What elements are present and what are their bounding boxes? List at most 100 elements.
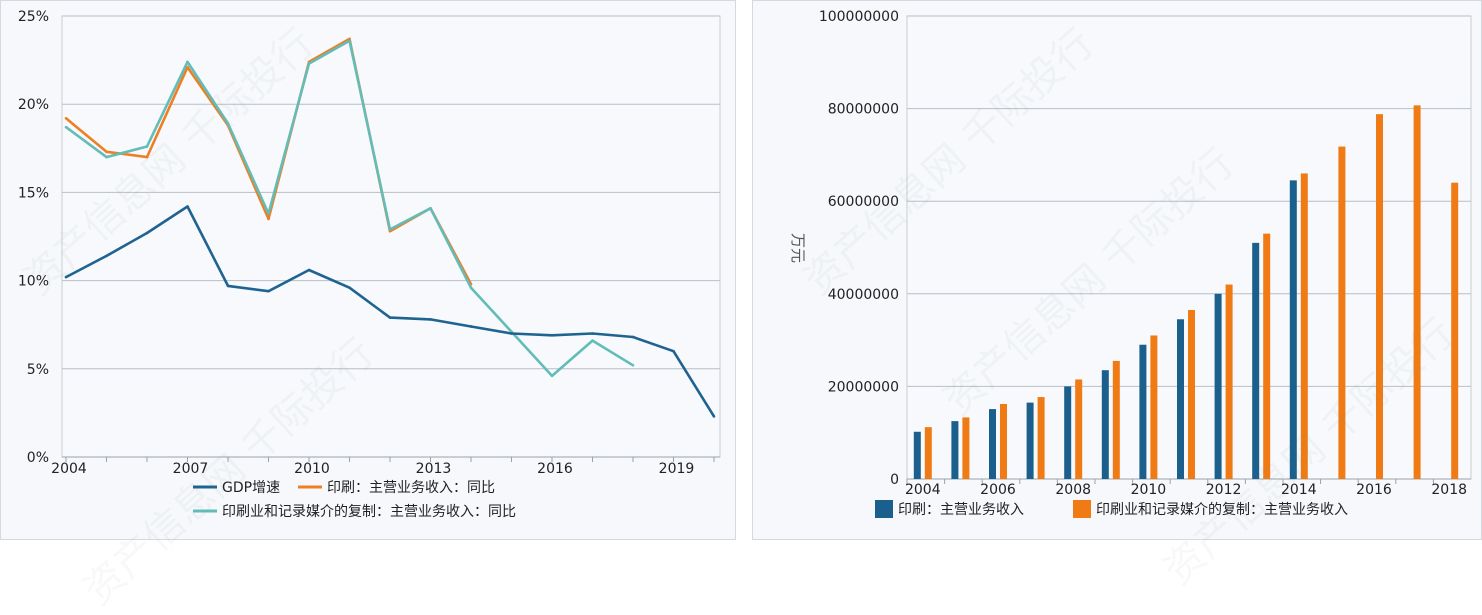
line-chart: 0% 5% 10% 15% 20% 25% 2004 2007 2010 2013 2016 2019… — [18, 9, 721, 520]
legend-label: 印刷：主营业务收入：同比 — [327, 480, 495, 496]
y-tick-label: 80000000 — [828, 102, 899, 118]
data-point — [267, 217, 270, 221]
bar — [1376, 114, 1383, 479]
data-point — [64, 117, 68, 120]
legend-label: GDP增速 — [222, 480, 280, 496]
bar — [989, 409, 996, 479]
bar — [1225, 284, 1233, 479]
y-tick-label: 40000000 — [828, 287, 899, 303]
line-chart-panel: 0% 5% 10% 15% 20% 25% 2004 2007 2010 2013 2016 2019… — [0, 0, 736, 540]
x-tick-label: 2014 — [1281, 482, 1317, 498]
data-point — [145, 155, 149, 159]
y-tick-label: 60000000 — [828, 194, 899, 210]
data-point — [631, 363, 635, 367]
x-tick-label: 2010 — [294, 461, 330, 477]
plot-area — [61, 15, 721, 458]
y-axis-label: 万元 — [789, 233, 807, 263]
bar — [1451, 182, 1459, 479]
x-tick-label: 2007 — [173, 461, 209, 477]
data-point — [388, 228, 392, 231]
data-point — [469, 286, 473, 289]
data-point — [631, 335, 635, 339]
data-point — [348, 286, 351, 289]
data-point — [64, 125, 68, 129]
bar — [1300, 173, 1308, 480]
y-tick-label: 100000000 — [819, 9, 899, 25]
x-tick-label: 2012 — [1206, 482, 1242, 498]
data-point — [186, 205, 189, 208]
data-point — [267, 289, 270, 293]
x-tick-label: 2008 — [1055, 482, 1091, 498]
bar — [1289, 180, 1297, 480]
y-tick-label: 5% — [27, 362, 49, 378]
data-point — [226, 284, 230, 288]
x-tick-label: 2018 — [1431, 482, 1467, 498]
data-point — [64, 275, 68, 279]
y-tick-label: 20% — [18, 97, 49, 113]
data-point — [429, 206, 432, 210]
bar — [1000, 403, 1007, 479]
x-tick-label: 2013 — [416, 461, 452, 477]
legend-swatch — [875, 500, 893, 518]
bar — [1064, 386, 1072, 479]
data-point — [145, 145, 149, 148]
data-point — [591, 332, 594, 335]
bar — [1075, 379, 1083, 479]
x-tick-label: 2019 — [659, 461, 695, 477]
bar — [1150, 335, 1158, 479]
y-tick-label: 0 — [890, 472, 899, 488]
bar-chart: 0 20000000 40000000 60000000 80000000 1000000… — [789, 9, 1472, 518]
data-point — [469, 325, 473, 328]
bar — [1413, 105, 1421, 479]
data-point — [429, 318, 432, 321]
bar — [1139, 344, 1147, 479]
bar — [1263, 233, 1271, 479]
x-tick-label: 2016 — [1356, 482, 1392, 498]
data-point — [510, 332, 513, 335]
data-point — [550, 333, 554, 337]
bar — [913, 431, 921, 479]
bar — [1188, 310, 1195, 479]
y-tick-label: 0% — [27, 450, 49, 466]
legend-swatch — [1073, 500, 1091, 518]
y-tick-label: 10% — [18, 274, 49, 290]
x-tick-label: 2004 — [51, 461, 87, 477]
x-tick-label: 2016 — [537, 461, 573, 477]
bar — [1026, 402, 1034, 479]
data-point — [307, 268, 311, 272]
x-tick-label: 2004 — [905, 482, 941, 498]
y-tick-label: 20000000 — [828, 379, 899, 395]
bar — [1112, 360, 1120, 479]
bar-chart-panel: 0 20000000 40000000 60000000 80000000 1000000… — [752, 0, 1482, 540]
data-point — [145, 231, 149, 235]
bar — [1252, 242, 1260, 479]
data-point — [267, 212, 270, 215]
data-point — [348, 39, 351, 42]
data-point — [105, 155, 108, 159]
x-tick-label: 2010 — [1131, 482, 1167, 498]
data-point — [388, 316, 392, 319]
data-point — [550, 374, 554, 378]
legend-label: 印刷业和记录媒介的复制：主营业务收入：同比 — [222, 503, 516, 520]
data-point — [186, 60, 189, 64]
data-point — [591, 339, 594, 342]
data-point — [307, 62, 311, 65]
y-tick-label: 15% — [18, 185, 49, 201]
bar — [951, 421, 959, 479]
bar — [1037, 397, 1045, 479]
data-point — [186, 65, 189, 69]
data-point — [226, 122, 230, 125]
legend-label: 印刷业和记录媒介的复制：主营业务收入 — [1096, 501, 1348, 518]
y-tick-label: 25% — [18, 9, 49, 25]
bar — [962, 417, 970, 479]
x-tick-label: 2006 — [980, 482, 1016, 498]
bar — [1214, 293, 1222, 479]
bar — [1101, 370, 1109, 479]
data-point — [105, 150, 108, 154]
data-point — [105, 254, 108, 258]
bar — [924, 427, 932, 479]
legend-label: 印刷：主营业务收入 — [898, 502, 1024, 518]
data-point — [712, 415, 716, 418]
bar — [1177, 319, 1184, 479]
bar — [1338, 146, 1346, 480]
